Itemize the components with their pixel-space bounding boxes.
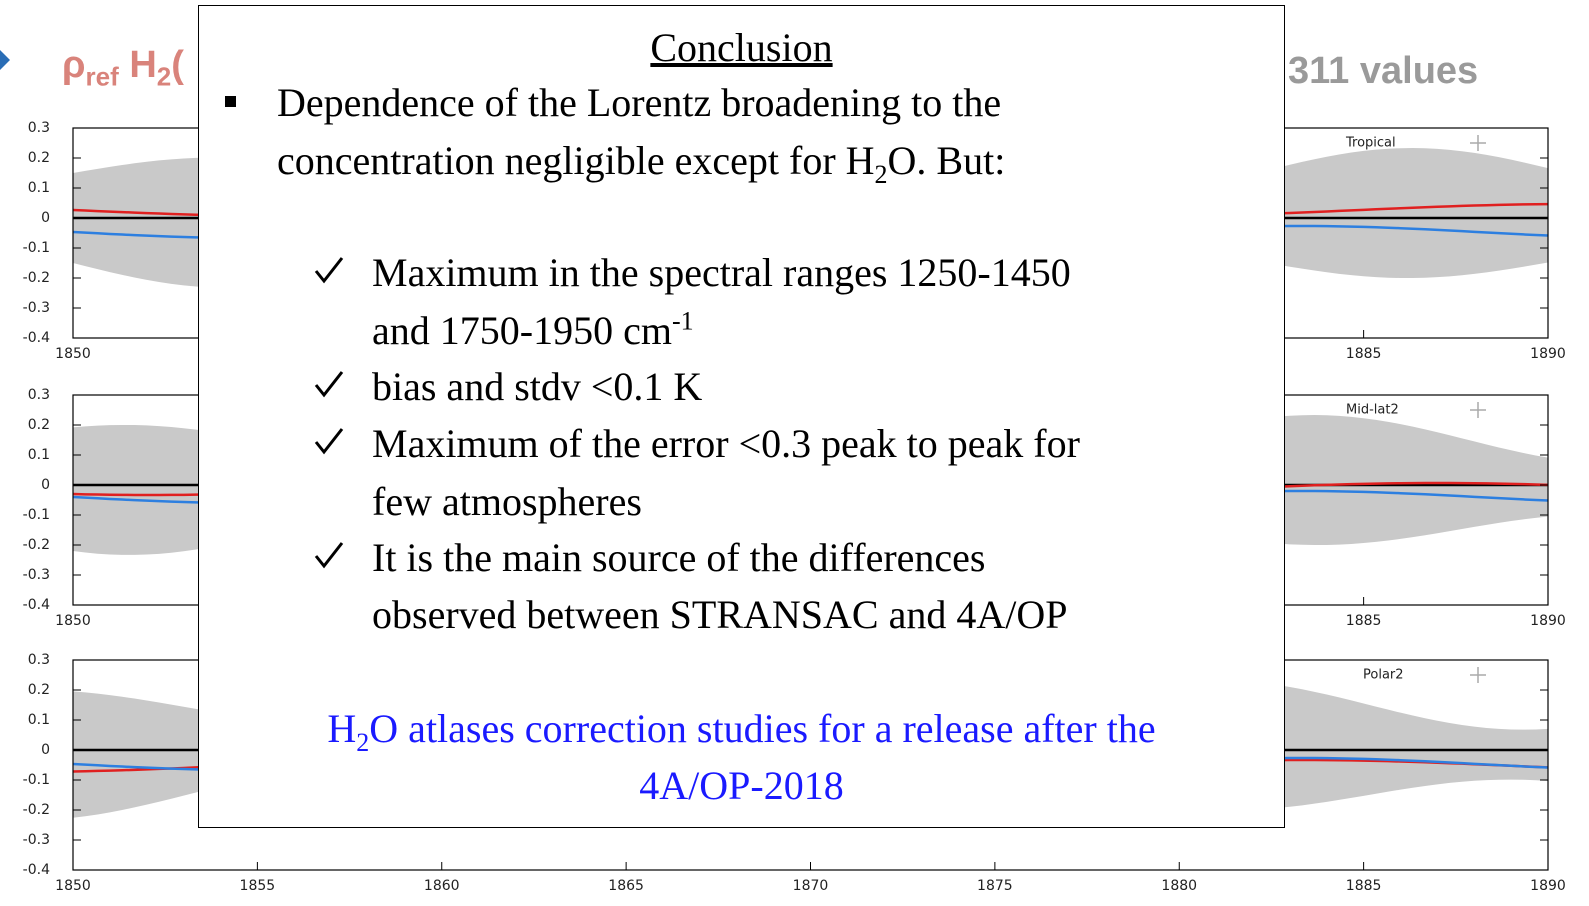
check-line: and 1750-1950 cm-1	[372, 307, 694, 355]
check-icon	[314, 428, 344, 455]
x-tick-label: 1890	[1530, 613, 1566, 629]
y-tick-label: -0.4	[23, 330, 50, 346]
y-tick-label: -0.3	[23, 300, 50, 316]
y-tick-label: 0.3	[28, 120, 50, 136]
slide-title: ρref H2(	[62, 44, 184, 90]
legend-plus	[1470, 135, 1486, 151]
x-tick-label: 1890	[1530, 878, 1566, 894]
x-tick-label: 1885	[1346, 878, 1382, 894]
x-tick-label: 1870	[793, 878, 829, 894]
check-icon	[314, 257, 344, 284]
bullet-line: concentration negligible except for H2O.…	[277, 137, 1006, 188]
check-icon	[314, 371, 344, 398]
y-tick-label: -0.4	[23, 597, 50, 613]
conclusion-box: Conclusion Dependence of the Lorentz bro…	[198, 5, 1285, 828]
y-tick-label: 0.3	[28, 387, 50, 403]
x-tick-label: 1850	[55, 346, 91, 362]
check-icon	[314, 542, 344, 569]
bullet-line: Dependence of the Lorentz broadening to …	[277, 80, 1002, 125]
text: O atlases correction studies for a relea…	[369, 706, 1156, 751]
legend-plus	[1470, 667, 1486, 683]
y-tick-label: 0	[41, 742, 50, 758]
y-tick-label: 0.2	[28, 150, 50, 166]
x-tick-label: 1860	[424, 878, 460, 894]
panel-label: Mid-lat2	[1346, 403, 1399, 418]
slide-subtitle: 311 values	[1288, 50, 1479, 92]
x-tick-label: 1885	[1346, 613, 1382, 629]
panel-label: Polar2	[1363, 668, 1404, 683]
y-tick-label: 0.1	[28, 712, 50, 728]
check-line: bias and stdv <0.1 K	[372, 364, 703, 409]
check-line: few atmospheres	[372, 479, 642, 524]
title-part: H	[118, 44, 157, 86]
check-line: observed between STRANSAC and 4A/OP	[372, 592, 1068, 637]
arrow-icon	[0, 50, 10, 70]
note-line: 4A/OP-2018	[639, 763, 844, 808]
y-tick-label: 0.2	[28, 682, 50, 698]
note-line: H2O atlases correction studies for a rel…	[199, 705, 1284, 756]
bullet-icon	[225, 96, 236, 107]
y-tick-label: -0.2	[23, 270, 50, 286]
x-tick-label: 1850	[55, 878, 91, 894]
y-tick-label: 0.1	[28, 180, 50, 196]
x-tick-label: 1875	[977, 878, 1013, 894]
title-sub: 2	[156, 61, 172, 92]
x-tick-label: 1885	[1346, 346, 1382, 362]
check-line: Maximum of the error <0.3 peak to peak f…	[372, 421, 1080, 466]
y-tick-label: -0.1	[23, 240, 50, 256]
y-tick-label: -0.3	[23, 832, 50, 848]
y-tick-label: -0.2	[23, 802, 50, 818]
text: concentration negligible except for H	[277, 138, 875, 183]
text: H	[327, 706, 357, 751]
title-part: (	[171, 44, 184, 86]
check-line: Maximum in the spectral ranges 1250-1450	[372, 250, 1071, 295]
title-sub: ref	[85, 61, 119, 92]
subscript: 2	[874, 160, 888, 189]
y-tick-label: 0.3	[28, 652, 50, 668]
y-tick-label: 0.1	[28, 447, 50, 463]
superscript: -1	[671, 306, 694, 336]
y-tick-label: -0.3	[23, 567, 50, 583]
y-tick-label: -0.1	[23, 507, 50, 523]
x-tick-label: 1850	[55, 613, 91, 629]
title-part: ρ	[62, 44, 86, 86]
y-tick-label: -0.4	[23, 862, 50, 878]
text: and 1750-1950 cm	[372, 308, 672, 353]
panel-label: Tropical	[1345, 136, 1396, 151]
x-tick-label: 1855	[240, 878, 276, 894]
check-line: It is the main source of the differences	[372, 535, 986, 580]
x-tick-label: 1890	[1530, 346, 1566, 362]
y-tick-label: 0.2	[28, 417, 50, 433]
x-tick-label: 1880	[1161, 878, 1197, 894]
text: O. But:	[887, 138, 1006, 183]
y-tick-label: -0.2	[23, 537, 50, 553]
subscript: 2	[356, 728, 370, 757]
y-tick-label: -0.1	[23, 772, 50, 788]
legend-plus	[1470, 402, 1486, 418]
y-tick-label: 0	[41, 210, 50, 226]
y-tick-label: 0	[41, 477, 50, 493]
x-tick-label: 1865	[608, 878, 644, 894]
heading: Conclusion	[650, 25, 833, 70]
